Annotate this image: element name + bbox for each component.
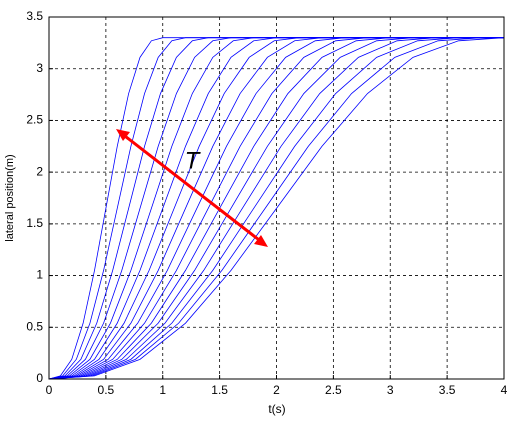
x-tick-label: 3.5 (439, 383, 456, 397)
trajectory-line (48, 37, 504, 380)
trajectory-line (48, 37, 504, 380)
x-axis-label: t(s) (268, 402, 285, 416)
x-tick-label: 0.5 (98, 383, 115, 397)
trajectory-line (48, 37, 504, 380)
x-tick-label: 0 (46, 383, 53, 397)
trajectory-line (48, 37, 504, 380)
annotation-arrow (120, 131, 264, 245)
y-tick-label: 0 (36, 371, 43, 385)
x-tick-label: 2.5 (325, 383, 342, 397)
x-tick-label: 3 (387, 383, 394, 397)
arrow-head (116, 129, 130, 141)
trajectory-line (48, 37, 504, 380)
x-tick-label: 1 (159, 383, 166, 397)
trajectory-line (48, 37, 504, 380)
trajectory-line (48, 37, 504, 380)
y-axis-label: lateral position(m) (4, 154, 16, 241)
plot-frame (48, 16, 505, 380)
trajectory-line (48, 37, 504, 380)
trajectory-line (48, 37, 505, 380)
y-tick-label: 2 (36, 164, 43, 178)
x-tick-label: 2 (273, 383, 280, 397)
annotation-label: T (185, 147, 202, 174)
y-tick-label: 3.5 (26, 9, 43, 23)
x-tick-label: 4 (501, 383, 508, 397)
trajectory-line (48, 37, 504, 380)
y-tick-label: 2.5 (26, 113, 43, 127)
trajectory-line (48, 37, 504, 380)
y-tick-label: 0.5 (26, 319, 43, 333)
y-tick-label: 3 (36, 61, 43, 75)
x-tick-label: 1.5 (211, 383, 228, 397)
trajectory-line (48, 37, 504, 380)
trajectory-line (48, 37, 504, 380)
trajectory-line (48, 37, 504, 380)
arrow-head (254, 235, 268, 247)
trajectory-line (48, 37, 504, 380)
y-tick-label: 1 (36, 268, 43, 282)
trajectory-line (48, 37, 504, 380)
y-tick-label: 1.5 (26, 216, 43, 230)
